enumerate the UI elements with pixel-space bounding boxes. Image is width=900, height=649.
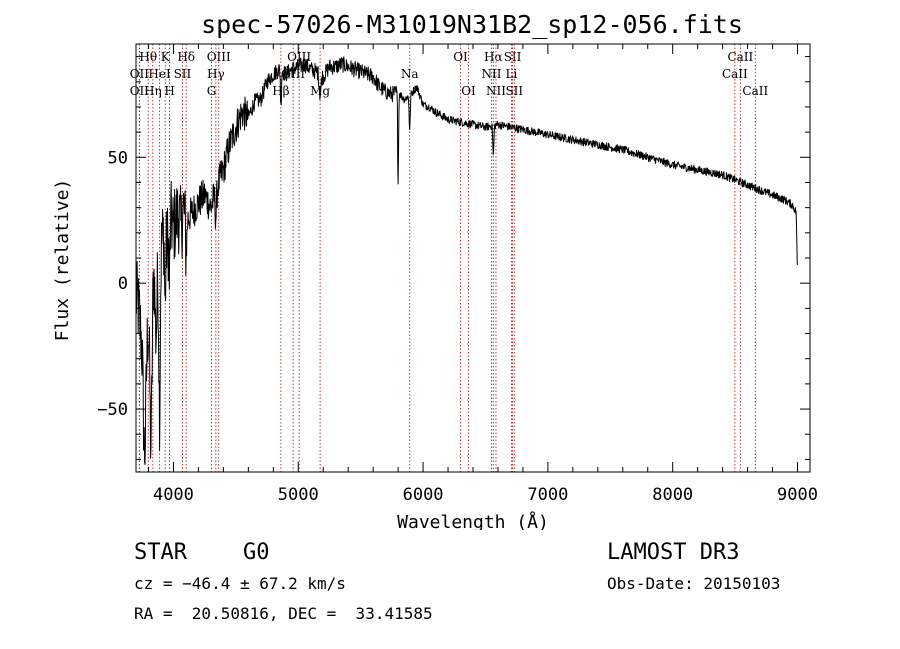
survey-name: LAMOST DR3	[607, 540, 740, 565]
x-tick-label: 6000	[403, 485, 444, 505]
spectral-line-label: G	[207, 84, 217, 98]
spectral-line-label: CaII	[742, 84, 768, 98]
spectral-line-label: Li	[506, 67, 518, 81]
spectral-line-label: HeI	[148, 67, 171, 81]
spectral-line-label: Hδ	[177, 50, 195, 64]
object-class: STAR	[134, 540, 187, 565]
spectral-line-label: NII	[481, 67, 501, 81]
axis-ticks: 4000 5000 6000 7000 8000 9000 −50 0 50	[97, 44, 818, 505]
y-tick-label: −50	[97, 400, 128, 420]
spectral-line-label: OII	[130, 84, 150, 98]
x-tick-label: 9000	[777, 485, 818, 505]
chart-title: spec-57026-M31019N31B2_sp12-056.fits	[201, 10, 743, 39]
redshift-velocity: cz = −46.4 ± 67.2 km/s	[134, 574, 346, 593]
plot-frame	[135, 43, 811, 473]
spectral-line-label: SII	[505, 84, 523, 98]
spectral-line-label: Hγ	[207, 67, 225, 81]
spectral-line-label: Hθ	[139, 50, 157, 64]
spectral-line-label: SII	[504, 50, 522, 64]
x-tick-label: 5000	[278, 485, 319, 505]
spectral-line-label: K	[161, 50, 171, 64]
spectrum-plot: spec-57026-M31019N31B2_sp12-056.fits Hθ O…	[52, 10, 818, 530]
spectrum-series	[135, 56, 798, 466]
spectral-line-label: Hα	[484, 50, 503, 64]
x-tick-label: 7000	[527, 485, 568, 505]
spectral-line-label: CaII	[722, 67, 748, 81]
spectral-line-label: Na	[401, 67, 419, 81]
spectral-line-label: NII	[486, 84, 506, 98]
object-subclass: G0	[243, 540, 270, 565]
spectral-line-label: OI	[461, 84, 476, 98]
spectral-line-label: Hβ	[272, 84, 289, 98]
x-tick-label: 8000	[652, 485, 693, 505]
spectral-line-label: Hη	[144, 84, 162, 98]
y-tick-label: 0	[118, 274, 128, 294]
spectral-line-label: OI	[453, 50, 468, 64]
x-tick-label: 4000	[153, 485, 194, 505]
spectral-line-label: H	[164, 84, 174, 98]
y-tick-label: 50	[108, 148, 128, 168]
spectral-line-label: OIII	[207, 50, 231, 64]
spectral-line-label: SII	[174, 67, 192, 81]
x-axis-label: Wavelength (Å)	[397, 511, 549, 530]
spectral-line-label: CaII	[727, 50, 753, 64]
sky-coordinates: RA = 20.50816, DEC = 33.41585	[134, 604, 433, 623]
observation-date: Obs-Date: 20150103	[607, 574, 781, 593]
y-axis-label: Flux (relative)	[52, 179, 73, 342]
spectrum-line	[135, 56, 798, 466]
spectral-line-label: OII	[130, 67, 150, 81]
